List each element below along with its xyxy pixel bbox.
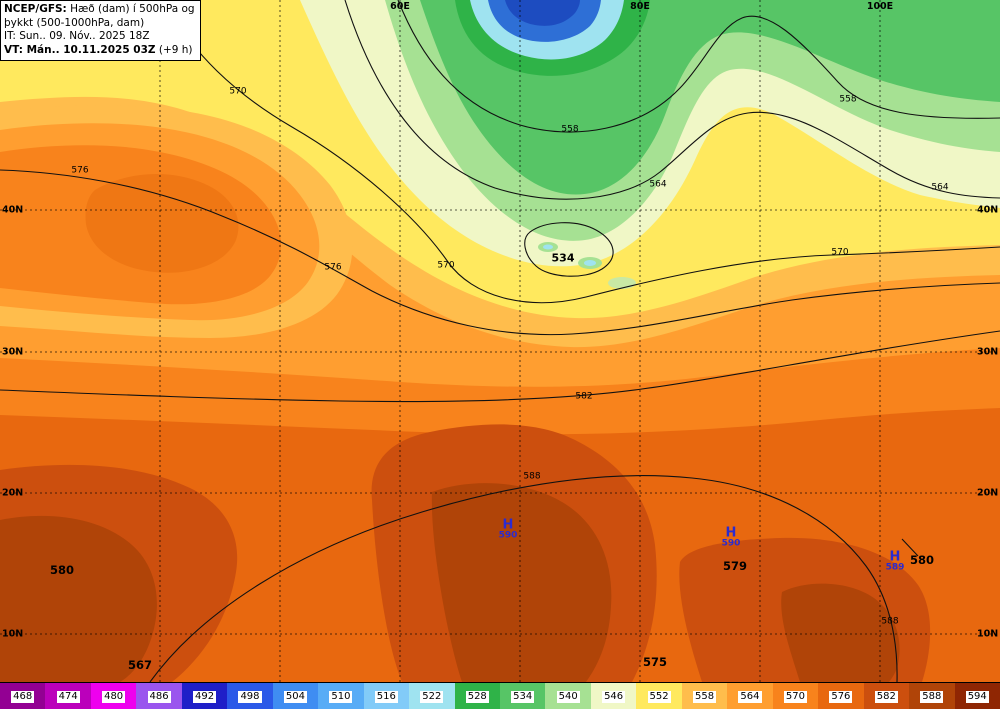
valid-time: VT: Mán.. 10.11.2025 03Z (+9 h) — [4, 43, 193, 56]
legend-value: 516 — [374, 690, 398, 703]
legend-value: 564 — [738, 690, 762, 703]
legend-value: 582 — [874, 690, 898, 703]
info-box: NCEP/GFS: Hæð (dam) í 500hPa og þykkt (5… — [0, 0, 201, 61]
fill-patch-588-east — [781, 583, 900, 682]
legend-cell: 468 — [0, 683, 46, 709]
contour-588 — [149, 475, 898, 682]
legend-cell: 570 — [772, 683, 819, 709]
contour-558 — [397, 0, 1000, 133]
contour-lines — [0, 0, 1000, 682]
legend-cell: 564 — [727, 683, 773, 709]
legend-cell: 486 — [136, 683, 182, 709]
legend-cell: 498 — [227, 683, 273, 709]
contour-534-closed — [524, 222, 614, 277]
model-name: NCEP/GFS: — [4, 3, 67, 15]
contour-582 — [0, 330, 1000, 403]
map-canvas — [0, 0, 1000, 682]
fill-speck-522 — [543, 244, 553, 250]
legend-cell: 504 — [272, 683, 319, 709]
legend-value: 486 — [147, 690, 171, 703]
fill-region-504 — [505, 0, 580, 26]
grid-lines — [0, 0, 1000, 682]
legend-value: 570 — [783, 690, 807, 703]
legend-cell: 492 — [181, 683, 228, 709]
legend-value: 510 — [329, 690, 353, 703]
fill-patch-588-center — [431, 483, 612, 682]
legend-value: 558 — [692, 690, 717, 703]
legend-value: 492 — [192, 690, 217, 703]
legend-cell: 522 — [409, 683, 455, 709]
map-title-line2: þykkt (500-1000hPa, dam) — [4, 16, 145, 29]
legend-value: 594 — [965, 690, 989, 703]
legend-cell: 558 — [681, 683, 728, 709]
legend-cell: 474 — [45, 683, 91, 709]
map-title-line1: NCEP/GFS: Hæð (dam) í 500hPa og — [4, 3, 195, 17]
legend-cell: 546 — [590, 683, 637, 709]
contour-570 — [159, 0, 1000, 304]
legend-value: 498 — [238, 690, 262, 703]
legend-cell: 552 — [636, 683, 682, 709]
legend-cell: 576 — [818, 683, 864, 709]
legend-cell: 516 — [363, 683, 410, 709]
legend-value: 552 — [647, 690, 671, 703]
legend-value: 546 — [602, 690, 626, 703]
leader-line — [901, 538, 919, 557]
legend-bar: 468 474 480 486 492 498 504 510 516 522 528 534 540 5… — [0, 682, 1000, 709]
legend-cell: 510 — [318, 683, 364, 709]
legend-cell: 540 — [545, 683, 591, 709]
legend-value: 576 — [829, 690, 853, 703]
legend-value: 504 — [283, 690, 307, 703]
legend-value: 534 — [511, 690, 535, 703]
fill-speck-522b — [584, 260, 596, 266]
legend-cell: 582 — [863, 683, 910, 709]
legend-cell: 588 — [909, 683, 955, 709]
legend-value: 474 — [56, 690, 80, 703]
legend-cell: 594 — [954, 683, 1000, 709]
legend-value: 528 — [465, 690, 489, 703]
fill-patch-588-west — [0, 515, 157, 682]
legend-cell: 528 — [454, 683, 500, 709]
legend-value: 540 — [556, 690, 580, 703]
legend-cell: 534 — [499, 683, 546, 709]
fill-ridge-576 — [85, 173, 239, 273]
legend-value: 468 — [11, 690, 35, 703]
legend-value: 480 — [102, 690, 126, 703]
legend-value: 522 — [420, 690, 444, 703]
legend-cell: 480 — [90, 683, 137, 709]
legend-value: 588 — [920, 690, 944, 703]
init-time: IT: Sun.. 09. Nóv.. 2025 18Z — [4, 30, 150, 42]
contour-576 — [0, 169, 1000, 336]
fill-speck-546 — [608, 277, 636, 289]
map-parameter: Hæð (dam) í 500hPa og — [66, 3, 195, 15]
contour-564 — [344, 0, 1000, 200]
